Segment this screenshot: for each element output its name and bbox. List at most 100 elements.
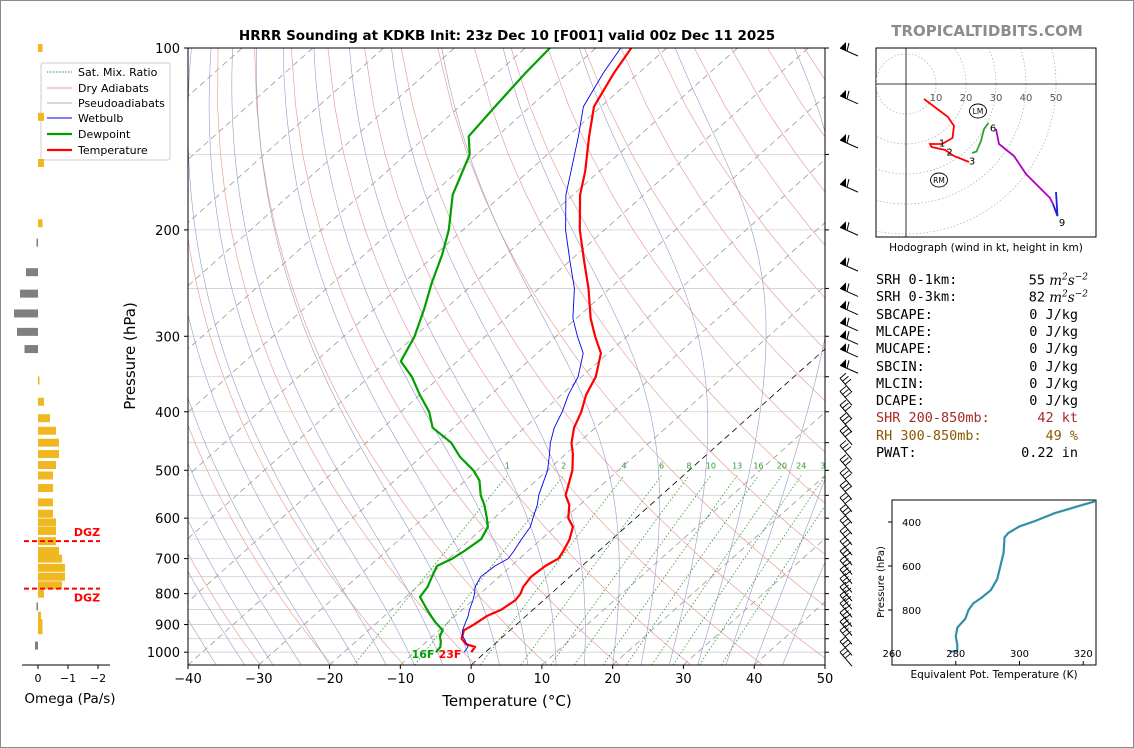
omega-bar: [38, 537, 56, 546]
skew-t-frame: [187, 47, 826, 666]
mixing-ratio-label: 8: [686, 461, 691, 470]
storm-motion-marker: RM: [930, 172, 948, 188]
y-tick-label: 700: [155, 553, 180, 568]
wind-barb: [839, 616, 853, 636]
skew-t-grid: 1 2 4 6 8 10 13 16 20 24 30 36: [188, 48, 830, 665]
stat-value: 0 J/kg: [1029, 375, 1078, 392]
omega-bar: [24, 345, 38, 354]
mixing-ratio-line: [626, 475, 759, 665]
omega-bar: [38, 438, 59, 447]
omega-bar: [38, 484, 53, 493]
omega-bar: [38, 219, 43, 228]
pseudoadiabat: [283, 48, 500, 665]
theta-e-y-tick-label: 400: [902, 518, 921, 529]
isotherm: [188, 48, 667, 476]
omega-xlabel: Omega (Pa/s): [24, 691, 115, 707]
stat-value: 55 m2s−2: [1028, 272, 1088, 289]
omega-bar: [38, 397, 44, 406]
omega-bar: [38, 44, 43, 52]
wind-barb: [839, 589, 853, 610]
y-tick-label: 600: [155, 512, 180, 527]
hodograph-ring-label: 10: [930, 93, 943, 104]
theta-e-x-tick-label: 300: [1010, 649, 1029, 660]
omega-bar: [38, 509, 53, 518]
skew-t-axes: −40 −30 −20 −10 0 10 20 30 40 50 100 200 300 400 500 60…: [147, 42, 833, 687]
wind-barb: [839, 399, 853, 420]
isotherm: [683, 538, 825, 665]
theta-e-frame: [891, 499, 1097, 666]
mixing-ratio-label: 6: [659, 461, 664, 470]
omega-tick-label: 0: [35, 672, 42, 685]
mixing-ratio-label: 10: [706, 461, 716, 470]
wind-barb: [839, 514, 853, 535]
stat-value: 0 J/kg: [1029, 341, 1078, 358]
omega-bar: [38, 526, 56, 535]
wind-barb: [839, 624, 853, 645]
wind-barb: [839, 300, 859, 316]
stat-label: SRH 0-1km:: [876, 272, 958, 288]
mixing-ratio-label: 20: [777, 461, 787, 470]
isotherm: [188, 48, 809, 603]
hodograph: 10 20 30 40 50 12 3 6 9 LM RM: [876, 48, 1096, 237]
stat-value: 0.22 in: [1021, 445, 1078, 461]
pseudoadiabat: [782, 561, 825, 665]
pseudoadiabat: [502, 48, 660, 665]
stat-value: 42 kt: [1037, 410, 1078, 427]
isotherm: [188, 48, 314, 160]
mixing-ratio-line: [550, 475, 690, 665]
omega-tick-label: −1: [60, 672, 76, 685]
stat-value: 82 m2s−2: [1028, 289, 1088, 306]
pseudoadiabat: [188, 396, 330, 665]
wind-barb: [839, 385, 853, 406]
x-tick-label: 20: [604, 672, 621, 687]
omega-bar: [38, 450, 59, 459]
y-tick-label: 900: [155, 619, 180, 634]
pseudoadiabat: [441, 48, 620, 665]
hodograph-ring-label: 20: [960, 93, 973, 104]
x-tick-label: 40: [746, 672, 763, 687]
isotherm: [400, 285, 825, 665]
stat-unit: m2s−2: [1044, 272, 1088, 289]
dry-adiabat: [657, 48, 825, 299]
skew-t-profiles: [399, 48, 633, 653]
omega-bar: [38, 546, 59, 555]
theta-e-plot: [949, 500, 1096, 653]
dry-adiabat: [188, 424, 333, 665]
hodograph-ring-label: 40: [1020, 93, 1033, 104]
omega-tick-label: −2: [90, 672, 106, 685]
svg-text:LM: LM: [973, 107, 984, 116]
isotherm: [188, 48, 455, 287]
pseudoadiabat: [188, 618, 217, 665]
hodograph-trace: [1052, 191, 1059, 217]
omega-bar: [36, 602, 38, 611]
stat-value: 0 J/kg: [1029, 358, 1078, 375]
wind-barb: [839, 646, 853, 667]
pseudoadiabat: [313, 48, 528, 665]
omega-bar: [36, 238, 38, 247]
mixing-ratio-line: [479, 475, 625, 665]
wind-barb: [839, 581, 853, 602]
dry-adiabat: [188, 552, 261, 665]
theta-e-xlabel: Equivalent Pot. Temperature (K): [910, 669, 1077, 681]
mixing-ratio-label: 1: [505, 461, 510, 470]
stat-label: MLCIN:: [876, 375, 925, 392]
wetbulb-profile: [462, 48, 622, 653]
stat-label: SBCAPE:: [876, 306, 933, 323]
omega-bar: [38, 554, 62, 563]
mixing-ratio-label: 4: [622, 461, 627, 470]
wind-barb: [839, 359, 859, 374]
omega-bar: [38, 518, 56, 527]
wind-barb: [839, 636, 853, 656]
omega-bar: [38, 572, 65, 581]
wind-barb: [839, 257, 859, 272]
theta-e-y-tick-label: 800: [902, 606, 921, 617]
pseudoadiabat: [208, 48, 415, 665]
omega-bar: [38, 461, 56, 470]
skew-t-ylabel: Pressure (hPa): [121, 302, 139, 410]
dry-adiabat: [188, 236, 405, 665]
wind-barb: [839, 134, 859, 149]
wind-barb: [839, 440, 853, 460]
mixing-ratio-label: 30: [820, 461, 830, 470]
omega-bar: [38, 471, 53, 480]
legend-temperature: Temperature: [77, 144, 148, 157]
